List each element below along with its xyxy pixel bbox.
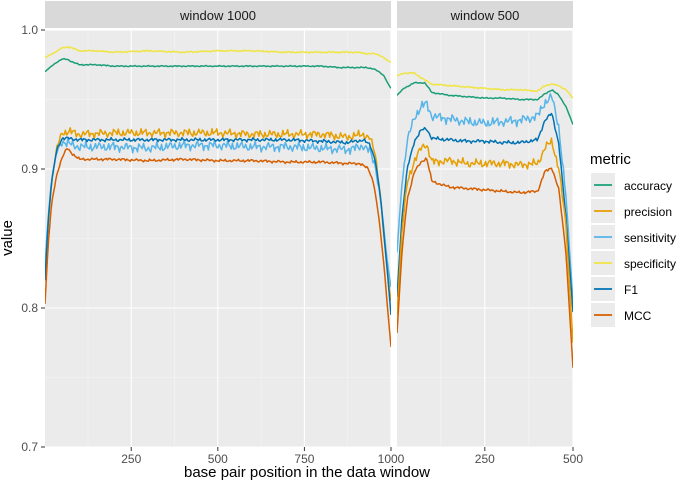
x-tick-label: 250 [475,452,495,466]
facet-strip-label: window 1000 [179,8,256,23]
series-line-sensitivity [397,93,573,302]
legend: metric accuracy precision sensitivity speci… [590,151,676,327]
panels: window 1000 250 500 750 1000 window 500 250 500 [45,1,583,466]
series-line-precision [45,127,391,302]
series-line-accuracy [45,57,391,89]
series-line-F1 [45,136,391,316]
panel-window-1000: window 1000 250 500 750 1000 [45,1,405,466]
legend-label: F1 [624,283,638,297]
y-axis-label: value [0,220,16,256]
legend-item-F1: F1 [591,277,638,301]
facet-strip [45,1,391,28]
legend-label: MCC [624,309,652,323]
legend-label: precision [624,205,672,219]
legend-item-accuracy: accuracy [591,173,672,197]
legend-entries: accuracy precision sensitivity specificity F… [591,173,676,327]
x-axis-label: base pair position in the data window [184,464,430,481]
x-tick-label: 750 [294,452,314,466]
series-line-precision [397,137,573,343]
legend-item-precision: precision [591,199,672,223]
y-tick-label: 0.8 [21,301,38,315]
legend-label: accuracy [624,179,672,193]
series-line-MCC [397,157,573,368]
y-tick-label: 0.9 [21,162,38,176]
series-line-sensitivity [45,138,391,288]
series-line-MCC [45,148,391,347]
facet-strip [397,1,573,28]
legend-item-MCC: MCC [591,303,652,327]
facet-strip-label: window 500 [450,8,520,23]
legend-item-specificity: specificity [591,251,676,275]
y-tick-label: 1.0 [21,23,38,37]
panel-window-500: window 500 250 500 [397,1,583,466]
y-tick-label: 0.7 [21,440,38,454]
series-line-F1 [397,112,573,313]
x-tick-label: 500 [563,452,583,466]
x-tick-label: 1000 [378,452,405,466]
legend-label: specificity [624,257,676,271]
y-axis: 0.7 0.8 0.9 1.0 [21,23,45,454]
series-line-specificity [397,71,573,99]
legend-label: sensitivity [624,231,676,245]
legend-item-sensitivity: sensitivity [591,225,676,249]
legend-title: metric [590,151,631,168]
series-line-accuracy [397,81,573,125]
x-tick-label: 500 [208,452,228,466]
x-tick-label: 250 [121,452,141,466]
series-line-specificity [45,46,391,63]
